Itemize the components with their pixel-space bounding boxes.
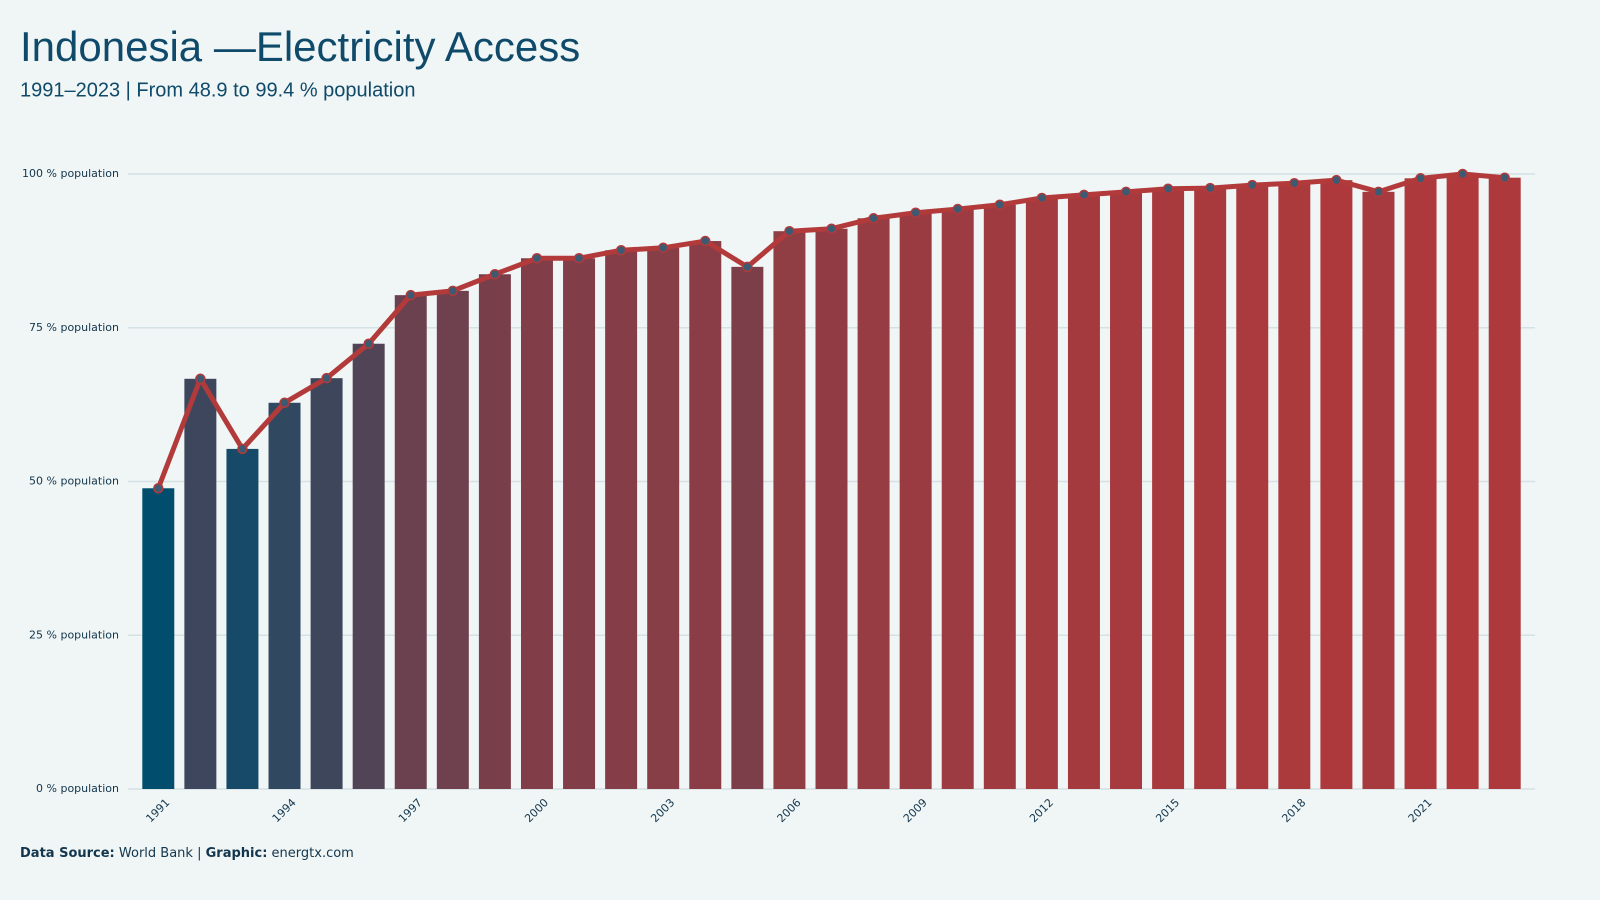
- bar: [899, 212, 932, 789]
- marker: [573, 253, 585, 264]
- y-tick-label: 25 % population: [29, 628, 119, 641]
- bar: [941, 209, 974, 789]
- marker: [1078, 189, 1090, 201]
- marker: [910, 207, 921, 218]
- bar: [773, 231, 806, 789]
- marker: [195, 373, 206, 385]
- bar: [1067, 194, 1100, 789]
- marker: [1331, 174, 1342, 186]
- marker: [994, 199, 1006, 210]
- marker: [1289, 177, 1300, 189]
- x-tick-label: 2009: [901, 796, 930, 825]
- bar: [310, 378, 343, 789]
- marker: [489, 268, 501, 280]
- bar: [226, 448, 259, 789]
- marker: [657, 242, 669, 254]
- marker: [826, 223, 837, 234]
- footer-source-label: Data Source:: [20, 846, 115, 861]
- bar: [1320, 180, 1353, 789]
- bar: [1236, 185, 1269, 789]
- bar: [1194, 188, 1227, 789]
- bar: [815, 228, 848, 790]
- bar: [1278, 183, 1311, 790]
- marker: [447, 285, 459, 297]
- x-tick-label: 1991: [143, 796, 172, 825]
- bar: [1110, 191, 1143, 789]
- footer-separator: |: [197, 846, 201, 861]
- chart-subtitle: 1991–2023 | From 48.9 to 99.4 % populati…: [20, 79, 415, 101]
- y-tick-label: 50 % population: [29, 475, 119, 488]
- marker: [1120, 186, 1132, 198]
- marker: [531, 253, 543, 264]
- marker: [1499, 172, 1510, 183]
- marker: [153, 483, 164, 494]
- marker: [1036, 192, 1048, 204]
- x-tick-label: 2021: [1406, 796, 1435, 825]
- bar: [184, 378, 217, 789]
- bar: [436, 290, 469, 789]
- bar: [1404, 178, 1437, 789]
- marker: [1373, 186, 1384, 198]
- y-tick-label: 100 % population: [22, 167, 119, 180]
- marker: [321, 372, 332, 384]
- marker: [952, 203, 963, 215]
- bar: [394, 295, 427, 789]
- bar: [352, 343, 385, 789]
- bar: [1362, 191, 1395, 789]
- marker: [868, 213, 879, 224]
- x-tick-label: 1994: [270, 796, 299, 825]
- x-tick-label: 2006: [775, 796, 804, 825]
- bar: [268, 402, 301, 789]
- marker: [405, 289, 416, 301]
- marker: [1247, 179, 1258, 191]
- footer: Data Source: World Bank | Graphic: energ…: [20, 846, 354, 861]
- bar: [1446, 174, 1479, 789]
- bar: [647, 247, 680, 790]
- chart-title: Indonesia —Electricity Access: [20, 23, 580, 70]
- bar: [1488, 177, 1521, 789]
- footer-graphic-label: Graphic:: [206, 846, 268, 861]
- bar: [689, 241, 722, 789]
- x-tick-label: 1997: [396, 796, 425, 825]
- marker: [279, 397, 290, 409]
- bar: [857, 218, 890, 789]
- x-tick-label: 2003: [648, 796, 677, 825]
- x-tick-label: 2015: [1153, 796, 1182, 825]
- bar: [142, 488, 175, 789]
- marker: [1415, 173, 1426, 184]
- bar: [478, 274, 511, 789]
- bar: [731, 266, 764, 789]
- marker: [237, 443, 248, 455]
- y-tick-label: 0 % population: [36, 782, 119, 795]
- marker: [1162, 183, 1174, 195]
- x-tick-label: 2018: [1279, 796, 1308, 825]
- x-tick-label: 2012: [1027, 796, 1056, 825]
- bar: [563, 258, 596, 789]
- marker: [784, 225, 795, 237]
- y-tick-label: 75 % population: [29, 321, 119, 334]
- marker: [615, 245, 627, 256]
- marker: [1457, 168, 1468, 180]
- bar: [983, 204, 1016, 789]
- x-tick-label: 2000: [522, 796, 551, 825]
- marker: [700, 235, 711, 247]
- marker: [742, 261, 753, 273]
- bar: [520, 258, 553, 789]
- marker: [1204, 182, 1216, 194]
- bar: [605, 250, 638, 789]
- bar: [1025, 197, 1058, 790]
- bar: [1152, 188, 1185, 789]
- footer-source: World Bank: [119, 846, 194, 861]
- marker: [363, 338, 374, 349]
- footer-graphic: energtx.com: [272, 846, 354, 861]
